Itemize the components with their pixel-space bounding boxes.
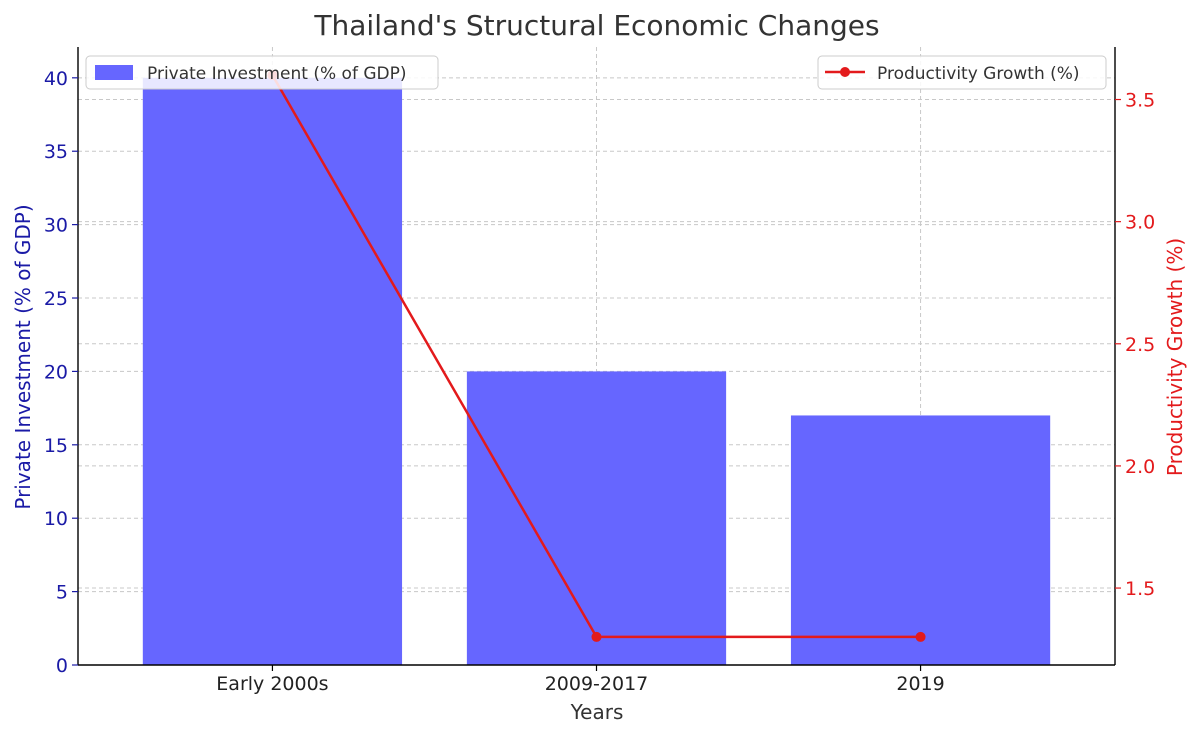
bar-1	[466, 371, 727, 665]
right-tick-label: 2.5	[1125, 334, 1155, 356]
productivity-point-1	[591, 631, 602, 642]
legend-private-investment: Private Investment (% of GDP)	[85, 55, 439, 90]
bar-0	[142, 77, 403, 666]
right-axis-title: Productivity Growth (%)	[1163, 238, 1187, 476]
left-tick-label: 0	[56, 655, 68, 677]
left-tick-label: 5	[56, 582, 68, 604]
left-axis-ticks: 0 5 10 15 20 25 30 35 40	[44, 68, 78, 677]
left-tick-label: 35	[44, 141, 68, 163]
left-tick-label: 20	[44, 361, 68, 383]
right-tick-label: 3.5	[1125, 90, 1155, 112]
x-tick-label: 2019	[896, 673, 944, 695]
x-axis-ticks: Early 2000s 2009-2017 2019	[216, 665, 945, 695]
productivity-point-2	[915, 631, 926, 642]
left-tick-label: 25	[44, 288, 68, 310]
left-tick-label: 30	[44, 215, 68, 237]
bars	[142, 77, 1051, 666]
x-tick-label: Early 2000s	[216, 673, 328, 695]
legend-productivity-growth: Productivity Growth (%)	[817, 55, 1107, 90]
legend-swatch-bar	[95, 65, 133, 80]
left-tick-label: 15	[44, 435, 68, 457]
right-tick-label: 1.5	[1125, 578, 1155, 600]
legend-label-private-investment: Private Investment (% of GDP)	[147, 64, 407, 84]
chart-title: Thailand's Structural Economic Changes	[313, 9, 879, 42]
x-axis-title: Years	[570, 700, 624, 724]
x-tick-label: 2009-2017	[545, 673, 649, 695]
right-axis-ticks: 1.5 2.0 2.5 3.0 3.5	[1115, 90, 1155, 600]
bar-2	[790, 415, 1051, 665]
legend-swatch-marker	[840, 67, 850, 77]
legend-label-productivity-growth: Productivity Growth (%)	[877, 64, 1080, 84]
left-tick-label: 40	[44, 68, 68, 90]
right-tick-label: 2.0	[1125, 456, 1155, 478]
left-tick-label: 10	[44, 508, 68, 530]
left-axis-title: Private Investment (% of GDP)	[11, 204, 35, 509]
right-tick-label: 3.0	[1125, 212, 1155, 234]
